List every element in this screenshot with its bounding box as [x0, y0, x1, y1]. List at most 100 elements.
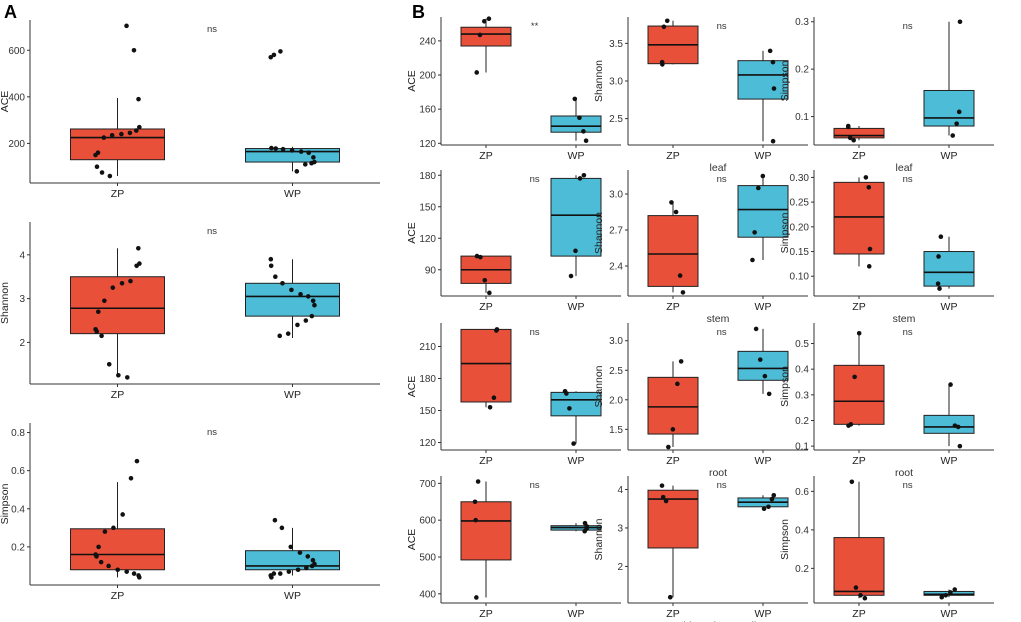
x-tick-label-wp: WP — [755, 455, 772, 467]
data-point — [487, 405, 493, 410]
data-point — [486, 16, 492, 22]
y-axis-label: Shannon — [593, 518, 605, 560]
y-axis-label: Simpson — [779, 519, 791, 560]
data-point — [845, 124, 851, 130]
facet-label: root — [709, 467, 727, 479]
data-point — [273, 146, 279, 151]
x-tick-label-zp: ZP — [479, 150, 492, 162]
data-point — [567, 406, 572, 411]
data-point — [670, 427, 676, 432]
data-point — [487, 290, 492, 296]
data-point — [943, 593, 949, 598]
data-point — [115, 567, 120, 573]
data-point — [278, 49, 283, 54]
significance-label: ns — [207, 427, 217, 438]
data-point — [568, 273, 574, 279]
y-axis-label: Simpson — [779, 366, 791, 407]
data-point — [94, 554, 99, 559]
y-tick-label: 150 — [419, 202, 436, 213]
data-point — [478, 254, 483, 260]
data-point — [134, 263, 139, 269]
data-point — [863, 175, 869, 180]
data-point — [564, 391, 569, 396]
y-tick-label: 0.1 — [795, 442, 809, 453]
data-point — [131, 47, 137, 53]
y-tick-label: 2 — [617, 562, 623, 573]
y-tick-label: 600 — [8, 46, 25, 57]
data-point — [107, 173, 113, 179]
box-zp — [833, 181, 885, 255]
y-tick-label: 200 — [419, 71, 436, 82]
data-point — [124, 23, 129, 29]
panel-B-stem-ACE: 90 120 150 180 ACE ZP WP ns — [406, 170, 621, 313]
data-point — [572, 96, 578, 102]
data-point — [268, 256, 274, 262]
box-wp — [245, 550, 340, 571]
box-wp — [737, 185, 789, 238]
data-point — [769, 496, 775, 502]
data-point — [133, 128, 139, 133]
facet-label: leaf — [710, 162, 727, 174]
data-point — [269, 575, 274, 580]
data-point — [577, 115, 582, 120]
y-tick-label: 240 — [419, 36, 436, 47]
data-point — [760, 173, 766, 179]
y-tick-label: 2.0 — [609, 395, 623, 406]
data-point — [582, 528, 588, 534]
data-point — [311, 155, 316, 160]
data-point — [295, 567, 301, 573]
data-point — [110, 285, 116, 290]
data-point — [938, 234, 944, 240]
data-point — [581, 172, 587, 178]
data-point — [297, 550, 303, 555]
box-wp — [923, 251, 975, 287]
y-axis-label: ACE — [406, 70, 418, 92]
data-point — [491, 395, 497, 401]
y-tick-label: 0.4 — [795, 525, 809, 536]
x-tick-label-zp: ZP — [479, 455, 492, 467]
y-tick-label: 400 — [8, 92, 25, 103]
data-point — [277, 571, 283, 576]
data-point — [280, 280, 285, 286]
facet-label: rhizosphere_soil — [680, 620, 756, 622]
data-point — [310, 298, 316, 304]
data-point — [474, 70, 480, 75]
data-point — [675, 381, 680, 387]
x-tick-label-zp: ZP — [666, 608, 679, 620]
x-tick-label-wp: WP — [568, 608, 585, 620]
data-point — [853, 585, 859, 590]
y-axis-label: Simpson — [779, 212, 791, 253]
data-point — [99, 170, 105, 175]
significance-label: ns — [207, 24, 217, 35]
data-point — [571, 441, 576, 446]
x-tick-label-zp: ZP — [666, 150, 679, 162]
significance-label: ns — [717, 21, 727, 32]
data-point — [771, 492, 777, 498]
y-tick-label: 0.4 — [795, 365, 809, 376]
data-point — [285, 331, 291, 336]
y-tick-label: 0.3 — [795, 390, 809, 401]
data-point — [667, 594, 673, 600]
box-zp — [833, 127, 885, 139]
box-wp — [550, 115, 602, 133]
panel-B-rhizo-ACE: 400 500 600 700 ACE ZP WP ns — [406, 476, 621, 620]
y-tick-label: 3 — [617, 523, 623, 534]
data-point — [678, 359, 684, 364]
data-point — [136, 245, 141, 251]
data-point — [660, 494, 666, 500]
x-tick-label-wp: WP — [284, 590, 301, 602]
x-tick-label-wp: WP — [941, 608, 958, 620]
data-point — [268, 54, 274, 60]
data-point — [310, 557, 316, 563]
y-tick-label: 0.6 — [11, 466, 25, 477]
data-point — [272, 517, 278, 523]
box-wp — [550, 177, 602, 257]
x-tick-label-zp: ZP — [479, 301, 492, 313]
data-point — [288, 544, 294, 550]
y-tick-label: 210 — [419, 342, 436, 353]
x-tick-label-zp: ZP — [666, 455, 679, 467]
data-point — [482, 277, 488, 283]
data-point — [268, 263, 274, 269]
data-point — [851, 137, 856, 143]
